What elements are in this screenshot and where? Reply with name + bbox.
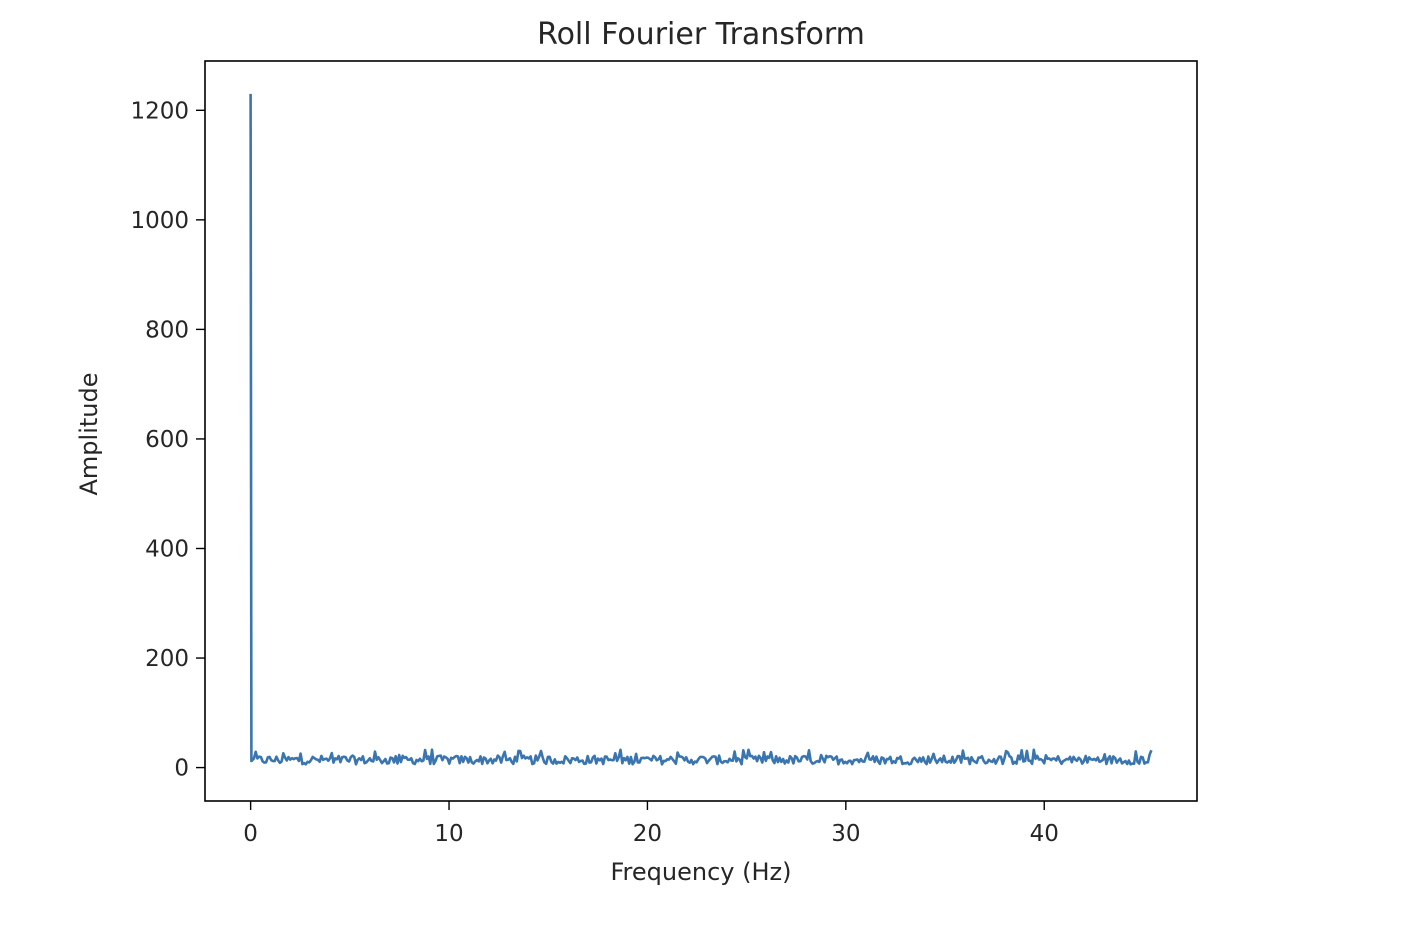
x-axis-label: Frequency (Hz) <box>611 858 792 886</box>
x-tick-label: 40 <box>1030 821 1059 847</box>
y-axis: 0 200 400 600 800 1000 1200 <box>130 98 205 782</box>
y-tick-label: 400 <box>145 536 189 562</box>
plot-area <box>204 60 1198 802</box>
chart-title: Roll Fourier Transform <box>537 17 865 52</box>
x-tick-label: 30 <box>831 821 860 847</box>
plot-frame <box>204 60 1198 802</box>
y-tick-label: 200 <box>145 646 189 672</box>
y-axis-label: Amplitude <box>75 373 103 496</box>
y-tick-label: 800 <box>145 317 189 343</box>
x-axis: 0 10 20 30 40 <box>243 801 1059 847</box>
series-line-amplitude <box>249 93 1153 766</box>
x-tick-label: 0 <box>243 821 258 847</box>
y-tick-label: 1200 <box>130 98 189 124</box>
y-tick-label: 1000 <box>130 208 189 234</box>
y-tick-label: 600 <box>145 427 189 453</box>
x-tick-label: 20 <box>633 821 662 847</box>
y-tick-label: 0 <box>174 756 189 782</box>
x-tick-label: 10 <box>434 821 463 847</box>
